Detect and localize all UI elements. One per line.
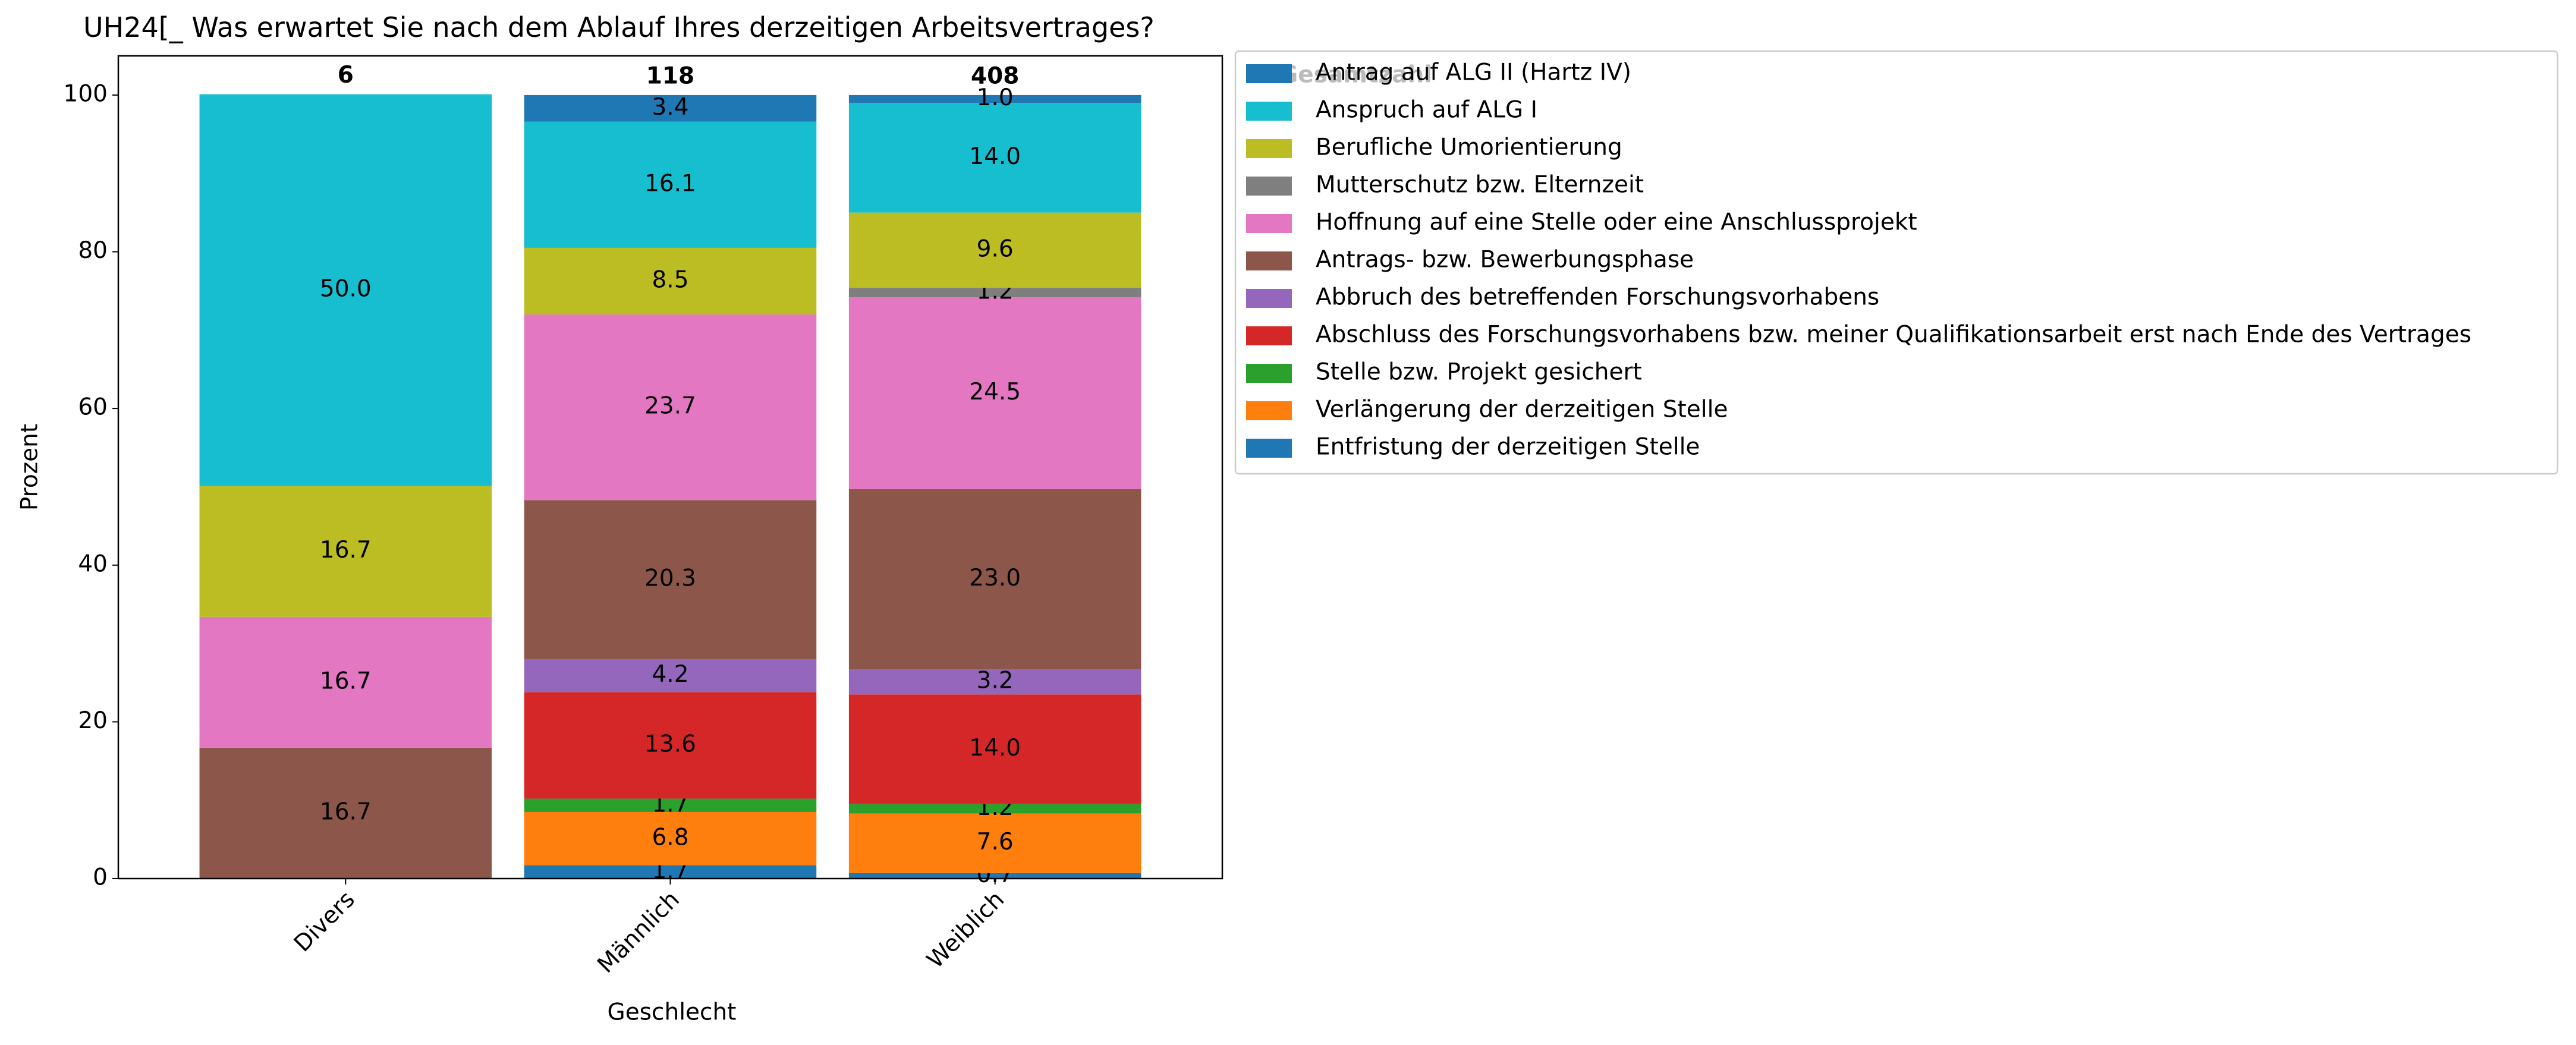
value-label: 14.0 [969, 735, 1021, 761]
legend-swatch [1246, 139, 1292, 158]
legend-label: Verlängerung der derzeitigen Stelle [1316, 396, 1728, 423]
legend-swatch [1246, 214, 1292, 233]
legend-label: Stelle bzw. Projekt gesichert [1316, 359, 1642, 386]
legend-label: Entfristung der derzeitigen Stelle [1316, 434, 1700, 461]
bar-segment [199, 94, 492, 486]
bar-segment [848, 813, 1141, 873]
bar-segment [199, 486, 492, 617]
value-label: 3.2 [977, 668, 1014, 694]
bar-segment [199, 616, 492, 748]
legend-swatch [1246, 326, 1292, 345]
x-tick-label: Weiblich [922, 886, 1010, 974]
legend-label: Antrags- bzw. Bewerbungsphase [1316, 247, 1694, 273]
bar-segment [848, 288, 1141, 297]
value-label: 14.0 [969, 143, 1021, 170]
bar-segment [524, 811, 817, 865]
legend-swatch [1246, 289, 1292, 308]
bar-segment [524, 95, 817, 122]
y-tick-label: 0 [93, 864, 108, 891]
value-label: 8.5 [652, 266, 688, 293]
value-label: 50.0 [320, 276, 372, 303]
y-tick-label: 100 [64, 80, 108, 107]
value-label: 9.6 [977, 235, 1014, 262]
legend-swatch [1246, 439, 1292, 458]
bar-segment [524, 692, 817, 799]
value-label: 7.6 [977, 829, 1014, 855]
legend-swatch [1246, 102, 1292, 121]
total-label: 118 [646, 62, 694, 89]
value-label: 23.0 [969, 565, 1021, 591]
legend-swatch [1246, 364, 1292, 383]
bar-segment [848, 489, 1141, 670]
bar-segment [524, 121, 817, 248]
legend-label: Antrag auf ALG II (Hartz IV) [1316, 59, 1631, 86]
bar-segment [848, 694, 1141, 804]
legend-label: Mutterschutz bzw. Elternzeit [1316, 172, 1644, 199]
bar-segment [848, 95, 1141, 103]
bar-segment [848, 669, 1141, 695]
value-label: 20.3 [644, 565, 696, 592]
value-label: 13.6 [644, 731, 696, 757]
x-tick-label: Männlich [593, 886, 685, 978]
bar-segment [848, 103, 1141, 213]
value-label: 4.2 [652, 661, 688, 688]
bar-segment [524, 500, 817, 659]
legend-swatch [1246, 177, 1292, 196]
bar-segment [199, 747, 492, 879]
legend-swatch [1246, 64, 1292, 83]
value-label: 16.7 [320, 537, 372, 564]
value-label: 16.7 [320, 798, 372, 825]
total-label: 408 [971, 62, 1019, 89]
legend-box [1234, 50, 2559, 475]
plot-frame [117, 55, 1223, 880]
value-label: 16.7 [320, 668, 372, 694]
bar-segment [848, 212, 1141, 288]
bar-segment [524, 798, 817, 812]
bar-segment [848, 873, 1141, 879]
legend-label: Abbruch des betreffenden Forschungsvorha… [1316, 284, 1879, 311]
legend-label: Abschluss des Forschungsvorhabens bzw. m… [1316, 322, 2471, 348]
bar-segment [524, 247, 817, 314]
legend-swatch [1246, 251, 1292, 270]
bar-segment [524, 865, 817, 879]
bar-segment [848, 297, 1141, 489]
value-label: 3.4 [652, 94, 688, 121]
legend-swatch [1246, 401, 1292, 420]
y-axis-label: Prozent [17, 424, 43, 511]
value-label: 23.7 [644, 393, 696, 420]
bar-segment [524, 659, 817, 693]
y-tick-label: 80 [78, 237, 108, 264]
y-tick-label: 60 [78, 394, 108, 421]
x-tick-label: Divers [289, 886, 360, 958]
value-label: 6.8 [652, 824, 688, 851]
legend-label: Hoffnung auf eine Stelle oder eine Ansch… [1316, 209, 1917, 236]
legend-label: Berufliche Umorientierung [1316, 134, 1622, 161]
legend-title: Gesamtzahl [1279, 62, 1432, 89]
chart-title: UH24[_ Was erwartet Sie nach dem Ablauf … [83, 11, 1155, 43]
value-label: 1.0 [977, 84, 1014, 111]
bar-segment [524, 314, 817, 501]
y-tick-label: 40 [78, 550, 108, 577]
x-axis-label: Geschlecht [608, 999, 737, 1026]
legend-label: Anspruch auf ALG I [1316, 97, 1537, 124]
value-label: 24.5 [969, 379, 1021, 405]
y-tick-label: 20 [78, 707, 108, 734]
value-label: 16.1 [644, 170, 696, 197]
total-label: 6 [338, 62, 354, 89]
bar-segment [848, 804, 1141, 814]
